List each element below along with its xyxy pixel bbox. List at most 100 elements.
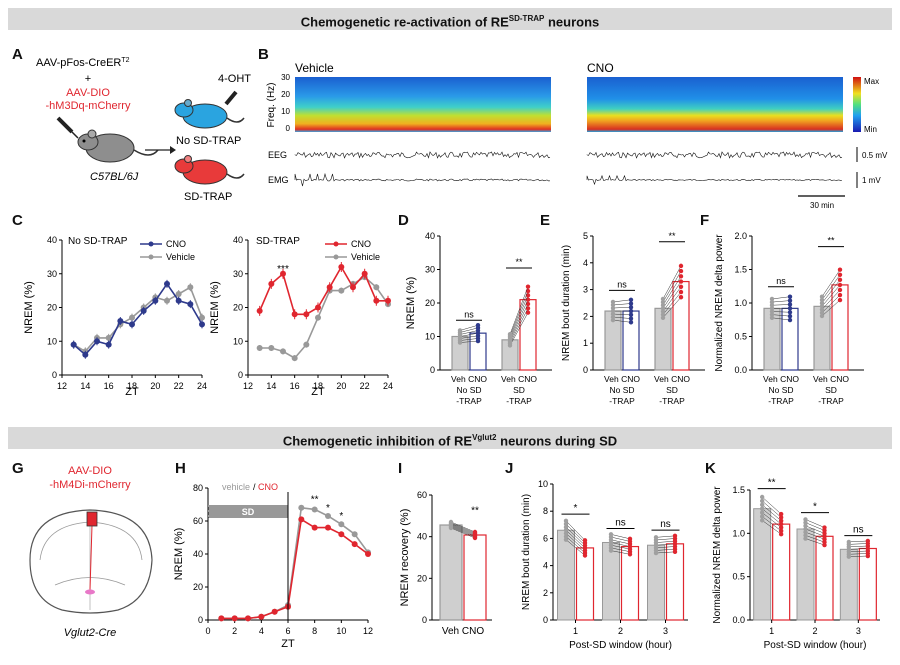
significance-label: ns [617,279,627,289]
cno-dot [627,536,633,542]
pair-line [771,300,791,303]
pair-line [848,555,868,557]
bar-cno [858,547,877,621]
y-tick-label: 60 [417,490,427,500]
freq-tick: 20 [281,90,290,99]
y-tick-label: 10 [425,332,435,342]
x-label: No SD [768,385,793,395]
bar-cno [620,545,640,621]
veh-dot [819,297,825,303]
significance-label: ns [853,525,864,536]
cno-series-point [271,608,278,615]
vehicle-series-point [129,314,135,321]
vehicle-series-line [73,286,203,353]
veh-dot [769,309,775,314]
traces [294,151,843,187]
cno-dot [678,268,684,274]
vehicle-series-point [105,334,112,341]
y-tick-label: 40 [425,231,435,241]
pair-line [612,303,632,306]
pair-line [762,512,782,528]
x-tick-label: 1 [573,626,578,636]
significance-label: *** [277,264,289,275]
y-tick-label: 30 [233,269,243,279]
x-label: -TRAP [609,396,635,406]
pair-line [771,296,791,300]
x-tick-label: 24 [197,381,207,391]
veh-dot [769,312,775,317]
vehicle-series-point [256,345,263,351]
pair-line [655,538,676,541]
x-axis-title: Post-SD window (hour) [569,640,672,651]
bar-vehicle [796,528,815,621]
legend-cno: CNO [258,482,278,492]
cno-dot [672,533,678,539]
x-axis-title: Post-SD window (hour) [764,640,867,651]
y-tick-label: 5 [583,231,588,241]
pair-line [805,528,825,537]
bar-vehicle [839,548,858,621]
cno-dot [787,294,793,299]
cno-series-point [82,351,89,358]
cno-dot [778,531,784,537]
pair-line [610,536,631,542]
virus-a-label: AAV-DIO [68,465,112,477]
y-tick-label: 0 [198,615,203,625]
eeg-label: EEG [268,150,287,160]
pair-line [610,547,631,552]
veh-dot [610,317,616,323]
veh-dot [759,518,765,523]
cno-series-point [338,531,345,538]
pair-line [612,299,632,303]
y-tick-label: 1.0 [732,528,745,538]
significance-label: ** [668,231,676,241]
cno-series-point [117,318,124,324]
colorbar-max: Max [864,77,879,86]
pair-line [821,299,841,317]
spectrogram-cno [587,77,843,132]
x-tick-label: 14 [80,381,90,391]
y-axis-title: NREM recovery (%) [399,509,411,607]
panel-label-b: B [258,46,269,63]
x-tick-label: 3 [856,626,861,636]
bar-cno [575,547,595,621]
x-tick-label: 12 [57,381,67,391]
pair-line [805,531,825,540]
veh-dot [610,311,616,317]
pair-line [565,520,586,541]
significance-label: ** [311,495,319,506]
pair-line [612,316,632,319]
x-tick-label: 24 [383,381,393,391]
pair-line [450,525,476,537]
x-label: -TRAP [456,396,482,406]
veh-dot [819,294,825,299]
x-tick-label: 16 [290,381,300,391]
syringe-icon [56,116,79,139]
veh-dot [563,518,569,524]
significance-label: ** [827,236,835,246]
cno-dot [778,511,784,517]
vehicle-series-point [338,521,345,528]
vehicle-series-point [311,506,318,513]
pair-line [655,548,676,551]
cno-dot [837,297,843,303]
pair-line [848,543,868,545]
pair-line [848,553,868,555]
mouse-gray-icon [77,129,159,163]
veh-dot [660,299,666,305]
pair-line [459,340,479,343]
y-tick-label: 2 [583,311,588,321]
veh-dot [563,531,569,536]
plus-label: + [85,73,91,85]
cno-title: CNO [587,61,614,75]
y-axis-title: NREM (%) [173,528,185,581]
y-tick-label: 6 [543,533,548,543]
significance-label: * [813,502,817,513]
pair-line [655,540,676,543]
brain-icon [29,509,153,614]
emg-label: EMG [268,175,289,185]
vehicle-series-point [199,314,205,321]
veh-dot [846,539,852,545]
cno-dot [678,279,684,284]
cno-series-point [326,284,333,291]
